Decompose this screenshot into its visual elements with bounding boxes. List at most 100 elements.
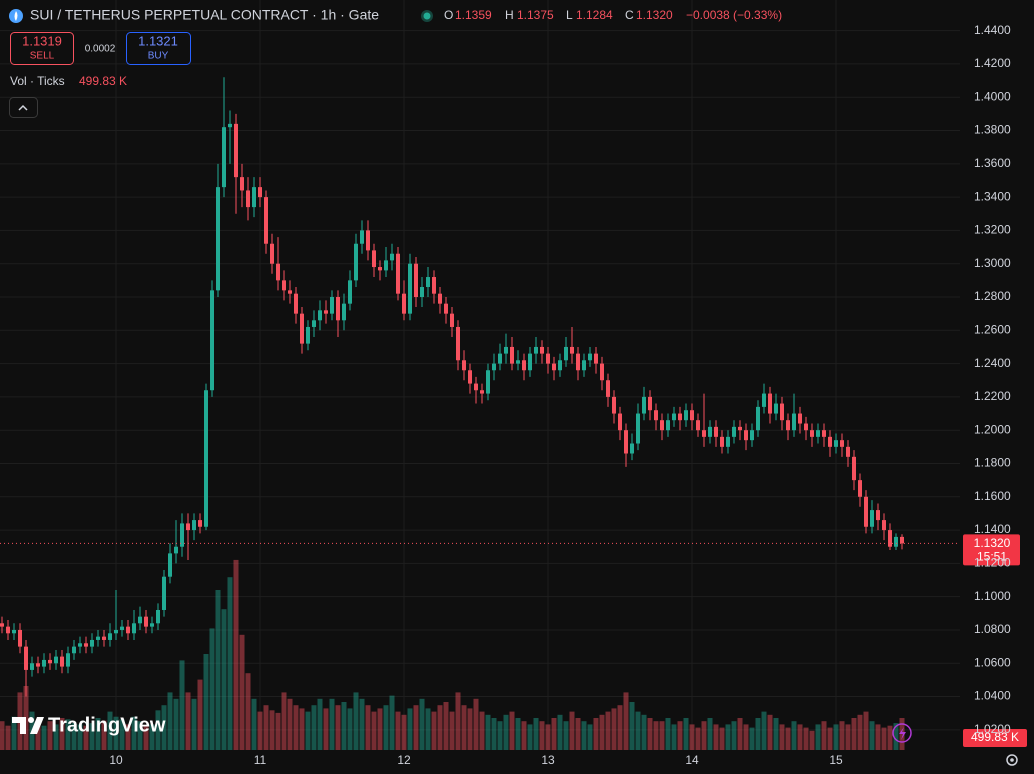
candle-body: [180, 523, 184, 547]
ohlc-key: L: [566, 8, 573, 22]
lightning-icon[interactable]: [892, 723, 912, 743]
volume-bar: [131, 716, 137, 750]
price-tag-countdown: 15:51: [977, 550, 1007, 564]
sell-button[interactable]: [10, 32, 74, 65]
volume-bar: [887, 725, 893, 750]
candle-body: [306, 326, 310, 344]
buy-button[interactable]: [126, 32, 191, 65]
candle-body: [870, 510, 874, 527]
candle-body: [168, 553, 172, 577]
candle-body: [108, 633, 112, 640]
settings-icon[interactable]: [1006, 754, 1018, 766]
volume-bar: [767, 714, 773, 750]
volume-bar: [815, 724, 821, 750]
y-tick-label: 1.3400: [974, 189, 1011, 203]
candle-body: [846, 446, 850, 457]
volume-bar: [719, 727, 725, 750]
volume-bar: [695, 727, 701, 750]
volume-bar: [197, 679, 203, 750]
candle-body: [150, 623, 154, 627]
candle-body: [414, 263, 418, 298]
volume-bar: [389, 695, 395, 750]
volume-bar: [683, 718, 689, 750]
candle-body: [738, 426, 742, 431]
candle-body: [444, 303, 448, 314]
volume-bar: [485, 714, 491, 750]
volume-bar: [737, 718, 743, 750]
candle-body: [804, 423, 808, 431]
candle-body: [30, 663, 34, 670]
sell-label[interactable]: SELL: [30, 51, 55, 62]
volume-bar: [335, 705, 341, 750]
volume-bar: [851, 718, 857, 750]
volume-bar: [713, 724, 719, 750]
volume-bar: [59, 718, 65, 750]
candle-body: [666, 420, 670, 431]
volume-bar: [305, 711, 311, 750]
volume-bar: [479, 711, 485, 750]
lightning-bolt[interactable]: [899, 727, 906, 740]
candle-body: [888, 530, 892, 547]
volume-bar: [827, 727, 833, 750]
candle-body: [330, 297, 334, 314]
volume-bar: [377, 708, 383, 750]
candle-body: [390, 253, 394, 261]
y-tick-label: 1.3000: [974, 256, 1011, 270]
y-tick-label: 1.2600: [974, 322, 1011, 336]
y-tick-label: 1.4400: [974, 23, 1011, 37]
candle-body: [774, 403, 778, 414]
candle-body: [762, 393, 766, 407]
price-tag: 1.1320 15:51: [963, 534, 1020, 566]
volume-bar: [791, 721, 797, 750]
y-tick-label: 1.0800: [974, 622, 1011, 636]
volume-bar: [329, 698, 335, 750]
ohlc-key: H: [505, 8, 514, 22]
sell-price[interactable]: 1.1319: [22, 33, 62, 48]
settings-icon-center[interactable]: [1010, 758, 1014, 762]
candle-body: [234, 123, 238, 178]
volume-bar: [671, 724, 677, 750]
buy-price[interactable]: 1.1321: [138, 33, 178, 48]
volume-bar: [113, 716, 119, 750]
candle-body: [54, 656, 58, 664]
volume-bar: [215, 590, 221, 750]
candle-body: [714, 426, 718, 437]
volume-bar: [617, 705, 623, 750]
candle-body: [630, 443, 634, 454]
volume-bar: [509, 711, 515, 750]
candle-body: [516, 360, 520, 364]
volume-bar: [443, 702, 449, 750]
candle-body: [534, 346, 538, 354]
candle-body: [456, 326, 460, 361]
candle-body: [510, 346, 514, 364]
candle-body: [336, 297, 340, 321]
collapse-icon[interactable]: [18, 104, 28, 111]
price-tag-box: [963, 534, 1020, 566]
candle-body: [240, 177, 244, 191]
volume-bar: [35, 723, 41, 750]
volume-bar: [425, 708, 431, 750]
x-tick-label: 14: [685, 753, 699, 767]
ohlc-value: 1.1375: [517, 8, 554, 22]
candle-body: [36, 663, 40, 667]
volume-bar: [503, 714, 509, 750]
ohlc-value: 1.1284: [576, 8, 613, 22]
volume-bar: [47, 721, 53, 750]
volume-bar: [575, 718, 581, 750]
y-tick-label: 1.1800: [974, 456, 1011, 470]
volume-bar: [395, 711, 401, 750]
volume-bar: [371, 711, 377, 750]
candle-body: [222, 127, 226, 188]
candle-body: [162, 576, 166, 610]
volume-bar: [461, 705, 467, 750]
candle-body: [438, 293, 442, 304]
candle-body: [216, 187, 220, 291]
candle-body: [186, 523, 190, 531]
volume-bar: [647, 718, 653, 750]
volume-bar: [497, 721, 503, 750]
buy-label[interactable]: BUY: [148, 51, 169, 62]
volume-legend-label: Vol · Ticks: [10, 74, 65, 88]
volume-bar: [239, 634, 245, 750]
y-tick-label: 1.3200: [974, 223, 1011, 237]
candle-body: [756, 406, 760, 431]
